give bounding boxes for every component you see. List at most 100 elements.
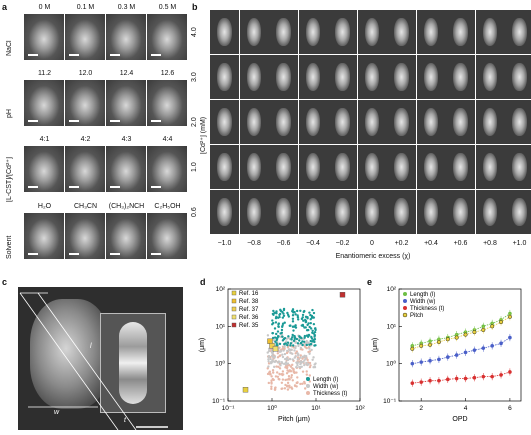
chart-d-point (276, 356, 280, 359)
chart-d-point (292, 339, 296, 343)
chart-d-point (286, 364, 290, 367)
panel-b-sem-image (269, 100, 298, 144)
panel-a-sem-image (65, 80, 105, 126)
chart-e-series-line (412, 337, 511, 365)
chart-d-legend-marker (306, 384, 310, 388)
panel-a-sem-image (147, 14, 187, 60)
chart-d-point (279, 364, 282, 367)
chart-d-point (310, 335, 313, 339)
panel-a-col-label: H₂O (37, 203, 52, 210)
chart-d-point (301, 316, 304, 319)
chart-d-point (296, 316, 300, 319)
chart-d-point (285, 371, 289, 375)
chart-e-point (410, 361, 415, 366)
panel-b-sem-image (210, 145, 239, 189)
chart-e: 2 4 6 10⁻¹ 10⁰ 10¹ 10² OPD (μm) Length (l)Width (… (372, 286, 522, 423)
panel-a-col-label: 4:1 (39, 136, 50, 143)
chart-e-point (454, 335, 459, 340)
chart-d-point (267, 365, 270, 368)
panel-b-sem-image (269, 145, 298, 189)
chart-d-point (276, 361, 280, 364)
chart-e-point (508, 335, 512, 340)
panel-b-sem-image (328, 145, 357, 189)
chart-d-point (274, 375, 278, 378)
chart-d-point (278, 367, 282, 370)
chart-d-point (293, 371, 296, 375)
chart-e-ylabel: (μm) (372, 338, 379, 353)
panel-b-sem-image (387, 190, 416, 234)
chart-d-point (301, 313, 305, 317)
chart-d-point (276, 371, 279, 374)
panel-b-sem-image (387, 145, 416, 189)
chart-d-legend-marker (306, 391, 310, 395)
chart-d-point (299, 382, 302, 386)
chart-d-ref-marker (269, 343, 275, 349)
chart-d-point (266, 334, 270, 337)
chart-e-point (481, 327, 486, 332)
chart-d-point (295, 309, 299, 313)
panel-b-xtick: −0.6 (276, 240, 291, 247)
chart-d-point (299, 309, 302, 312)
chart-d: 10⁻¹ 10⁰ 10¹ 10² 10⁻¹ 10⁰ 10¹ 10² Pitch (μm) (μm)… (199, 286, 365, 423)
panel-a-sem-image (24, 213, 64, 259)
chart-d-point (306, 317, 309, 320)
panel-b-sem-image (357, 145, 387, 189)
chart-e-point (454, 376, 459, 381)
chart-d-point (278, 373, 282, 376)
panel-b-sem-image (446, 55, 475, 99)
chart-d-point (301, 323, 305, 327)
chart-d-point (301, 343, 304, 347)
chart-d-point (308, 325, 311, 329)
chart-d-point (287, 335, 290, 338)
panel-e-letter: e (367, 277, 373, 287)
chart-d-point (297, 344, 300, 348)
panel-b-sem-image (298, 145, 328, 189)
chart-e-point (428, 378, 432, 383)
chart-e-point (507, 314, 512, 319)
chart-e-ytick: 10⁻¹ (383, 398, 397, 405)
panel-b-sem-image (446, 10, 475, 54)
chart-d-point (296, 357, 299, 361)
chart-d-point (313, 363, 316, 366)
chart-d-legend-label: Thickness (t) (313, 391, 347, 397)
chart-d-point (274, 316, 278, 320)
chart-d-point (276, 352, 280, 355)
chart-d-point (299, 346, 303, 350)
panel-b-sem-image (210, 55, 239, 99)
chart-d-point (313, 335, 316, 338)
panel-b-xtick: −0.2 (335, 240, 350, 247)
chart-d-point (297, 318, 300, 321)
panel-b-sem-image (328, 10, 357, 54)
panel-a-col-label: 4:3 (121, 136, 132, 143)
chart-d-point (295, 337, 299, 341)
chart-d-point (309, 339, 312, 343)
chart-d-ref-marker (339, 292, 346, 298)
helix-sem-image: w l t (18, 287, 183, 430)
chart-d-point (293, 334, 296, 338)
panel-a-sem-image (65, 213, 105, 259)
panel-b-xtick: +1.0 (512, 240, 527, 247)
chart-d-point (283, 357, 287, 361)
chart-d-point (285, 384, 289, 388)
chart-d-point (289, 344, 292, 347)
chart-d-point (291, 333, 294, 337)
chart-d-point (292, 344, 295, 347)
chart-d-point (273, 311, 276, 315)
chart-d-point (288, 369, 292, 372)
chart-d-point (299, 354, 302, 357)
chart-e-series-line (412, 313, 511, 347)
panel-b-sem-image (446, 145, 475, 189)
panel-b-sem-image (505, 55, 531, 99)
panel-c-letter: c (2, 277, 8, 287)
chart-d-point (293, 384, 297, 387)
chart-e-point (472, 375, 477, 380)
chart-d-point (289, 365, 293, 368)
chart-d-point (294, 352, 297, 355)
panel-b: b [Cd²⁺] (mM) Enantiomeric excess (χ) 4.… (188, 0, 531, 270)
chart-d-point (278, 342, 282, 346)
chart-d-point (305, 343, 309, 347)
chart-e-legend-label: Pitch (410, 313, 423, 319)
chart-d-point (270, 375, 273, 378)
chart-d-point (305, 334, 309, 337)
chart-d-point (288, 324, 291, 327)
